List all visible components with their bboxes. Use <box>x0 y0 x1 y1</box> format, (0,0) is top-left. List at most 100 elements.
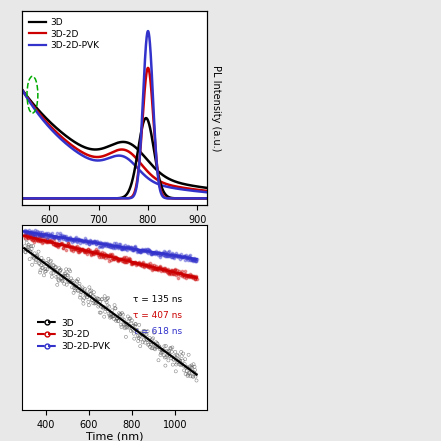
Point <box>135 334 142 341</box>
Point <box>100 253 107 260</box>
Point <box>176 271 183 278</box>
Point <box>175 252 182 259</box>
Point <box>72 245 79 252</box>
Point <box>149 265 156 272</box>
Point <box>30 254 37 261</box>
Point <box>122 242 129 249</box>
Point <box>37 231 44 238</box>
Point <box>122 333 129 340</box>
Point <box>46 238 53 245</box>
Point <box>99 253 106 260</box>
Point <box>152 265 159 273</box>
Point <box>146 341 153 348</box>
Point <box>93 299 100 306</box>
Point <box>41 238 49 245</box>
Point <box>95 240 102 247</box>
Point <box>65 235 72 242</box>
Point <box>51 241 58 248</box>
Legend: 3D, 3D-2D, 3D-2D-PVK: 3D, 3D-2D, 3D-2D-PVK <box>26 15 102 52</box>
Point <box>101 251 108 258</box>
Point <box>193 276 200 283</box>
Point <box>92 241 99 248</box>
Point <box>76 280 83 288</box>
Point <box>39 258 46 265</box>
Point <box>145 246 152 253</box>
Point <box>38 236 45 243</box>
Point <box>188 255 195 262</box>
Point <box>22 228 29 235</box>
Point <box>152 342 159 349</box>
Point <box>128 317 135 324</box>
Point <box>58 276 65 283</box>
Point <box>131 259 138 266</box>
Point <box>80 300 87 307</box>
Point <box>68 235 75 243</box>
Point <box>35 231 42 238</box>
Point <box>82 237 89 244</box>
Point <box>169 361 176 368</box>
Point <box>99 242 106 249</box>
Point <box>138 331 146 338</box>
Point <box>90 289 97 296</box>
Point <box>36 260 43 267</box>
Point <box>116 255 123 262</box>
Point <box>144 263 151 270</box>
Point <box>47 257 54 264</box>
Point <box>108 254 116 261</box>
Point <box>25 241 32 248</box>
Point <box>107 314 114 321</box>
Point <box>41 231 48 238</box>
Point <box>115 318 122 325</box>
Point <box>80 247 87 254</box>
Point <box>169 253 176 260</box>
Point <box>171 270 178 277</box>
Point <box>67 246 75 253</box>
Point <box>126 257 133 264</box>
Point <box>45 255 52 262</box>
Point <box>178 269 185 277</box>
Point <box>151 250 158 257</box>
Point <box>170 356 177 363</box>
Point <box>179 361 186 368</box>
Point <box>190 257 197 264</box>
Point <box>45 232 52 239</box>
Point <box>136 258 143 265</box>
Point <box>42 231 49 238</box>
Point <box>183 254 190 261</box>
Point <box>59 277 66 284</box>
Point <box>179 357 186 364</box>
Point <box>75 288 82 295</box>
Point <box>94 239 101 247</box>
Point <box>82 235 89 242</box>
Point <box>45 262 52 269</box>
Point <box>186 274 193 281</box>
Point <box>91 238 98 245</box>
Point <box>174 352 181 359</box>
Point <box>49 238 56 245</box>
Point <box>74 235 81 243</box>
Point <box>167 251 174 258</box>
Point <box>128 244 135 251</box>
Point <box>181 270 188 277</box>
Point <box>154 344 161 351</box>
Point <box>108 307 116 314</box>
Point <box>149 336 156 343</box>
Point <box>147 263 154 270</box>
Point <box>105 303 112 310</box>
Point <box>179 253 186 260</box>
Point <box>108 313 115 320</box>
Point <box>84 245 91 252</box>
Point <box>39 264 46 271</box>
Point <box>65 272 72 279</box>
Point <box>101 313 108 320</box>
Point <box>192 371 199 378</box>
Point <box>82 248 89 255</box>
Point <box>108 250 115 257</box>
Point <box>180 273 187 280</box>
Point <box>65 277 72 284</box>
Point <box>173 267 180 274</box>
Point <box>87 291 94 298</box>
Point <box>137 343 144 350</box>
Point <box>175 253 182 260</box>
Point <box>87 248 94 255</box>
